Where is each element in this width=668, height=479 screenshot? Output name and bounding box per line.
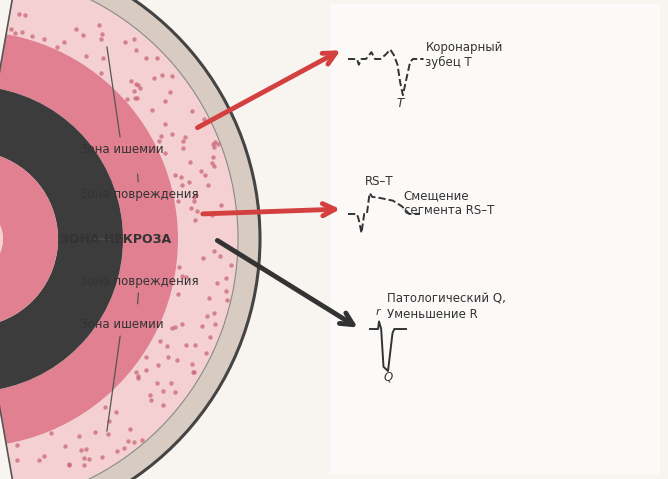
Wedge shape [17,0,260,479]
Text: Смещение
сегмента RS–Т: Смещение сегмента RS–Т [403,189,494,217]
Text: RS–Т: RS–Т [365,175,393,188]
Text: Т: Т [397,97,403,110]
Text: Зона повреждения: Зона повреждения [80,174,198,201]
Text: Патологический Q,
Уменьшение R: Патологический Q, Уменьшение R [387,293,506,321]
Text: ЗОНА НЕКРОЗА: ЗОНА НЕКРОЗА [60,232,171,246]
Wedge shape [0,152,58,326]
Text: Зона ишемии: Зона ишемии [80,318,164,431]
Text: r: r [375,308,380,318]
Wedge shape [0,88,123,390]
Text: Зона повреждения: Зона повреждения [80,274,198,304]
Wedge shape [6,0,238,479]
Wedge shape [0,34,178,444]
Text: Зона ишемии: Зона ишемии [80,47,164,156]
Text: Q: Q [383,371,393,384]
FancyBboxPatch shape [330,4,660,474]
Text: Коронарный
зубец Т: Коронарный зубец Т [426,41,503,69]
Wedge shape [0,206,3,272]
